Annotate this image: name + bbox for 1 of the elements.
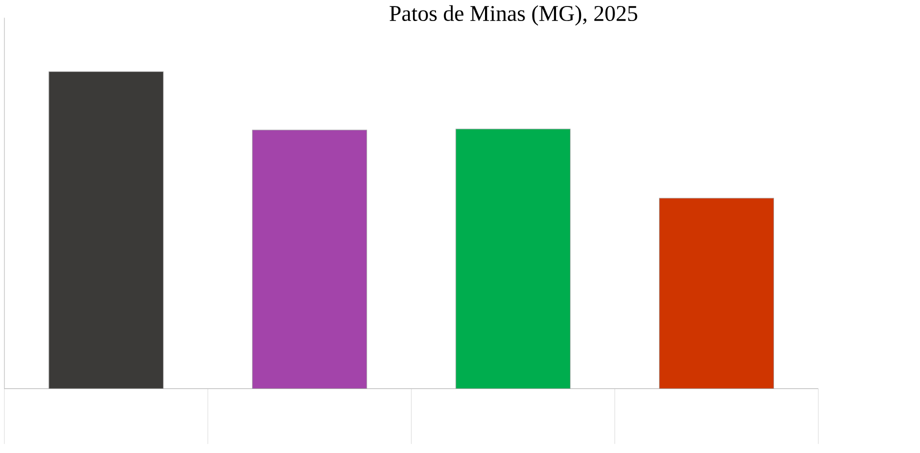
- chart-title: Patos de Minas (MG), 2025: [390, 5, 638, 26]
